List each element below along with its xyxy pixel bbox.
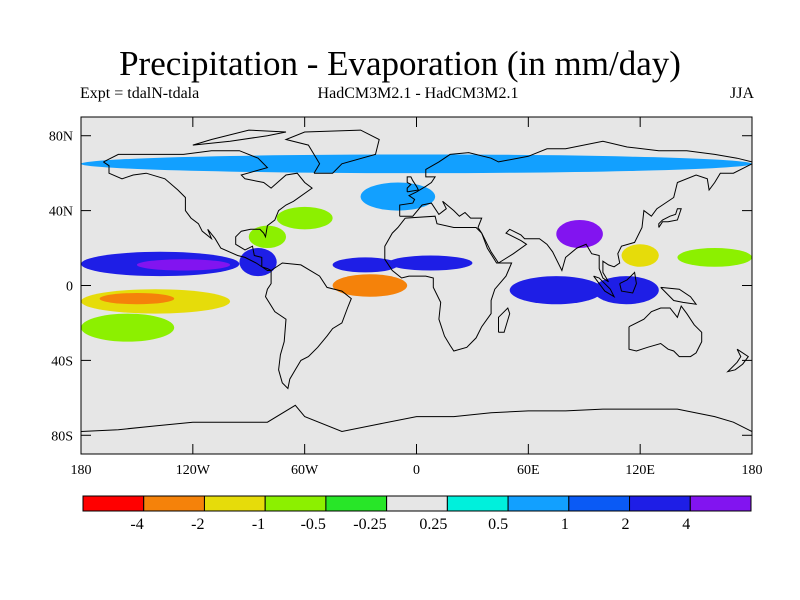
colorbar-swatch	[689, 495, 752, 512]
coastline-new-guinea	[660, 286, 698, 305]
colorbar-label: 0.5	[488, 516, 508, 533]
y-tick-label: 80S	[51, 429, 73, 444]
colorbar-swatch	[325, 495, 388, 512]
field-region-15	[81, 313, 175, 342]
field-region-8	[332, 257, 398, 273]
coastline-south-america	[264, 262, 352, 390]
colorbar-swatch	[143, 495, 205, 512]
coastline-layer	[81, 129, 752, 433]
field-region-10	[509, 276, 603, 305]
field-region-18	[81, 154, 752, 174]
field-region-13	[677, 248, 752, 267]
experiment-label: Expt = tdalN-tdala	[80, 85, 200, 102]
coastline-japan	[658, 208, 682, 228]
colorbar-label: -0.5	[301, 516, 326, 533]
colorbar-label: -0.25	[353, 516, 386, 533]
field-layer	[81, 154, 752, 389]
y-tick-label: 0	[66, 280, 73, 295]
x-tick-label: 60E	[517, 463, 540, 478]
colorbar-swatch	[264, 495, 327, 512]
field-region-14	[593, 276, 659, 305]
field-region-16	[304, 351, 492, 389]
colorbar-swatch	[82, 495, 145, 512]
colorbar-swatch	[629, 495, 691, 512]
colorbar-label: -1	[252, 516, 265, 533]
model-label: HadCM3M2.1 - HadCM3M2.1	[317, 85, 519, 102]
y-tick-label: 40N	[49, 205, 73, 220]
coastline-antarctica	[81, 404, 752, 433]
colorbar-label: 1	[561, 516, 569, 533]
colorbar-swatch	[446, 495, 509, 512]
coastline-borneo	[619, 271, 637, 294]
colorbar-swatch	[386, 495, 448, 512]
x-tick-label: 120E	[625, 463, 655, 478]
field-region-6	[276, 206, 333, 230]
plot-title: Precipitation - Evaporation (in mm/day)	[119, 44, 681, 83]
coastline-madagascar	[498, 307, 511, 333]
coastline-new-zealand	[726, 348, 750, 373]
colorbar-swatch	[507, 495, 570, 512]
field-region-17	[360, 182, 436, 211]
colorbar-swatch	[568, 495, 631, 512]
coastline-europe-asia	[399, 140, 752, 283]
coastline-africa	[384, 215, 513, 352]
colorbar-label: 2	[622, 516, 630, 533]
x-tick-label: 180	[742, 463, 763, 478]
y-tick-label: 80N	[49, 130, 73, 145]
coastline-greenland	[284, 129, 380, 174]
season-label: JJA	[729, 85, 754, 102]
field-region-9	[388, 255, 473, 271]
field-region-5	[248, 225, 287, 249]
colorbar: -4 -2 -1 -0.5 -0.25 0.25 0.5 1 2 4	[82, 495, 752, 533]
x-tick-label: 60W	[291, 463, 319, 478]
coastline-arctic-islands	[192, 129, 287, 146]
colorbar-swatch	[203, 495, 266, 512]
coastline-uk	[406, 176, 420, 193]
field-region-1	[136, 259, 231, 271]
coastline-australia	[628, 305, 703, 358]
field-region-7	[332, 274, 408, 297]
colorbar-label: 0.25	[419, 516, 447, 533]
x-tick-label: 120W	[176, 463, 211, 478]
coastline-sumatra	[593, 275, 616, 299]
field-region-11	[556, 219, 603, 249]
coastline-north-america	[103, 150, 313, 271]
colorbar-label: -2	[191, 516, 204, 533]
field-region-12	[621, 244, 659, 267]
field-region-3	[99, 292, 175, 305]
y-tick-label: 40S	[51, 354, 73, 369]
colorbar-label: 4	[682, 516, 690, 533]
x-tick-label: 0	[413, 463, 420, 478]
x-tick-label: 180	[71, 463, 92, 478]
axis-ticks: 80N 40N 0 40S 80S 180 120W 60W 0 60E 120E 180	[49, 117, 763, 478]
colorbar-label: -4	[130, 516, 143, 533]
